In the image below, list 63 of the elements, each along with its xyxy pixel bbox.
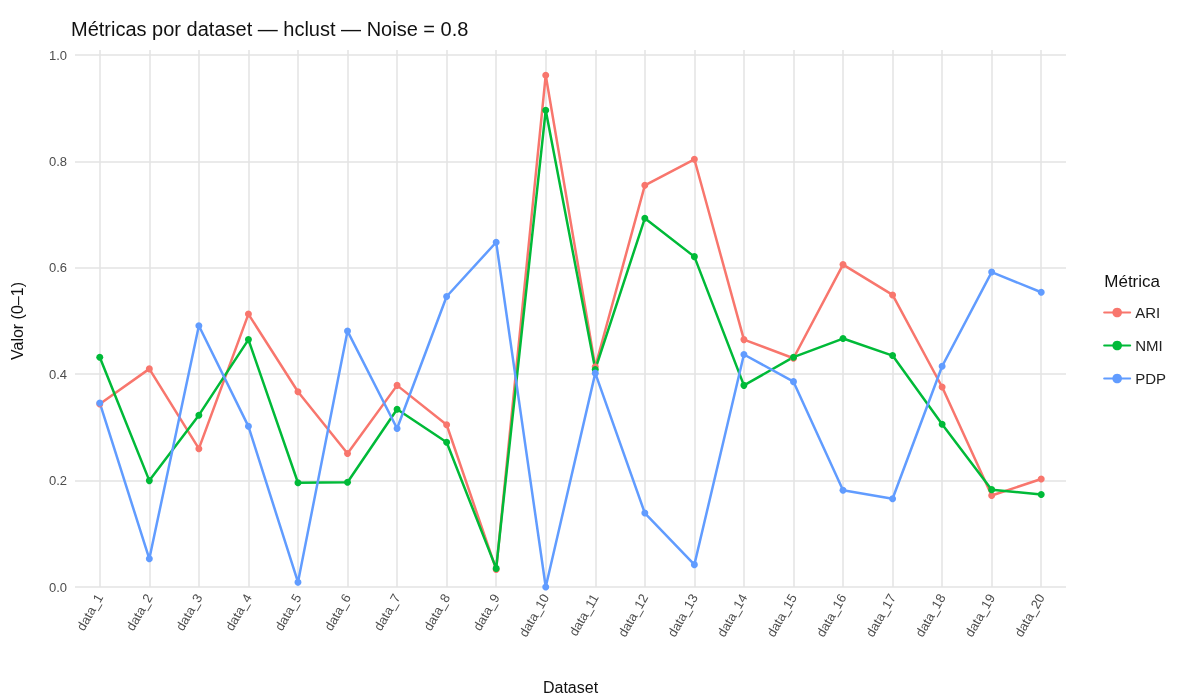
point [938,420,946,428]
point [294,479,302,487]
point [244,422,252,430]
y-tick-label: 0.6 [48,260,67,276]
point [393,424,401,432]
point [740,336,748,344]
point [344,327,352,335]
point [1037,288,1045,296]
point [294,388,302,396]
legend-label: PDP [1135,370,1166,387]
point [393,381,401,389]
point [690,253,698,261]
legend-label: ARI [1135,304,1161,321]
point [690,155,698,163]
y-tick-label: 0.0 [48,579,67,595]
point [443,421,451,429]
point [294,578,302,586]
point [839,335,847,343]
point [195,445,203,453]
point [889,291,897,299]
point [443,293,451,301]
point [988,268,996,276]
legend-label: NMI [1135,337,1163,354]
point [195,411,203,419]
point [344,478,352,486]
point [839,261,847,269]
point [938,362,946,370]
point [988,492,996,499]
point [145,365,153,373]
point [690,561,698,569]
point [244,336,252,344]
point [244,310,252,318]
point [591,369,599,377]
point [740,351,748,359]
point [988,486,996,494]
point [344,449,352,457]
point [789,378,797,386]
point [443,438,451,446]
point [195,322,203,330]
y-tick-label: 0.4 [48,366,67,382]
y-tick-label: 0.2 [48,473,67,489]
legend-title: Métrica [1104,272,1161,291]
x-axis-title: Dataset [542,678,599,696]
point [1037,490,1045,498]
point [641,181,649,189]
point [96,353,104,361]
point [542,71,550,79]
point [889,352,897,360]
point [641,509,649,517]
point [492,238,500,246]
y-tick-label: 1.0 [48,47,67,63]
y-axis-title: Valor (0–1) [8,282,26,360]
y-tick-label: 0.8 [48,153,67,169]
point [542,583,550,591]
point [1037,475,1045,483]
point [641,214,649,222]
point [889,495,897,503]
point [145,555,153,563]
point [542,106,550,114]
point [393,405,401,413]
chart-title: Métricas por dataset — hclust — Noise = 0.8 [71,18,469,40]
point [740,381,748,389]
point [145,477,153,485]
